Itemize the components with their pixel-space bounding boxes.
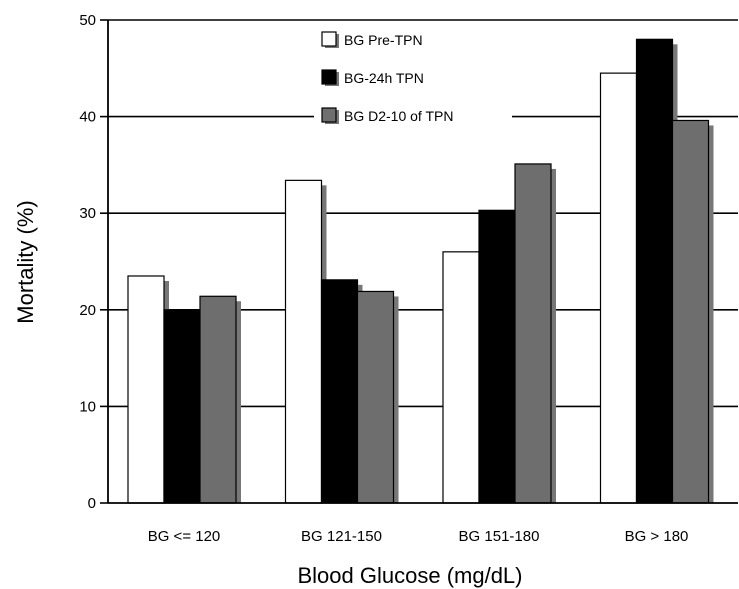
y-tick-label: 0 [88, 495, 96, 512]
legend-background [314, 22, 512, 140]
x-category-label: BG <= 120 [148, 528, 221, 545]
y-tick-label: 10 [79, 398, 96, 415]
bar [671, 119, 710, 504]
bar [599, 72, 638, 504]
x-category-label: BG > 180 [625, 528, 689, 545]
legend-swatch [321, 31, 337, 47]
bar [356, 290, 395, 504]
legend: BG Pre-TPN BG-24h TPN BG D2-10 of TPN [314, 22, 512, 140]
legend-swatch [321, 107, 337, 123]
x-axis-title: Blood Glucose (mg/dL) [298, 563, 523, 588]
bar [284, 179, 323, 504]
y-tick-label: 30 [79, 205, 96, 222]
x-category-label: BG 121-150 [301, 528, 382, 545]
x-category-label: BG 151-180 [459, 528, 540, 545]
y-tick-label: 50 [79, 12, 96, 29]
x-category-labels: BG <= 120 BG 121-150 BG 151-180 BG > 180 [148, 528, 689, 545]
bar [163, 309, 201, 504]
axes [100, 19, 738, 504]
y-tick-labels: 0 10 20 30 40 50 [79, 12, 96, 512]
legend-label: BG D2-10 of TPN [344, 108, 453, 124]
bars [127, 38, 714, 504]
bar [127, 275, 165, 504]
y-tick-label: 40 [79, 109, 96, 126]
bar [635, 38, 674, 504]
legend-label: BG Pre-TPN [344, 32, 423, 48]
legend-label: BG-24h TPN [344, 70, 424, 86]
bar [478, 209, 516, 504]
legend-swatch [321, 69, 337, 85]
y-axis-title: Mortality (%) [13, 200, 38, 323]
bar [199, 295, 237, 504]
y-tick-label: 20 [79, 302, 96, 319]
bar [442, 251, 480, 504]
bar [320, 279, 359, 504]
bar [514, 163, 552, 504]
